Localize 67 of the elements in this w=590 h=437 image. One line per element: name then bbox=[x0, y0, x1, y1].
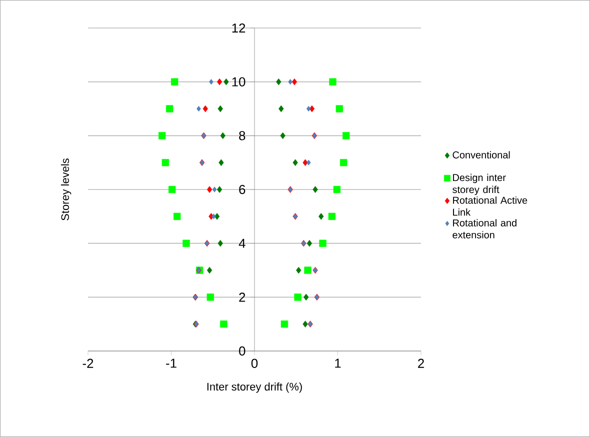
point bbox=[280, 132, 286, 140]
point bbox=[280, 320, 288, 328]
legend-label: Rotational and extension bbox=[452, 219, 516, 238]
point bbox=[278, 105, 284, 112]
point bbox=[319, 240, 326, 247]
point bbox=[292, 78, 298, 86]
point bbox=[306, 106, 311, 112]
x-axis-title: Inter storey drift (%) bbox=[207, 382, 302, 393]
point bbox=[220, 132, 226, 140]
point bbox=[209, 79, 214, 85]
point bbox=[212, 186, 217, 192]
y-tick-label: 6 bbox=[239, 184, 246, 194]
point bbox=[218, 240, 223, 247]
point bbox=[342, 132, 350, 140]
point bbox=[276, 78, 282, 86]
legend-label: Rotational Active Link bbox=[453, 196, 528, 216]
point bbox=[170, 78, 178, 86]
point bbox=[304, 266, 312, 274]
point bbox=[336, 105, 344, 112]
point bbox=[288, 79, 292, 85]
y-tick-label: 2 bbox=[239, 292, 246, 302]
y-axis-title: Storey levels bbox=[60, 158, 72, 220]
point bbox=[292, 159, 298, 166]
point bbox=[168, 186, 176, 194]
point bbox=[318, 213, 324, 220]
point bbox=[158, 132, 166, 140]
point bbox=[206, 186, 212, 193]
point bbox=[296, 266, 302, 274]
y-tick-label: 0 bbox=[239, 346, 246, 356]
point bbox=[202, 105, 208, 112]
point bbox=[218, 105, 223, 112]
point bbox=[182, 240, 190, 247]
point bbox=[218, 159, 224, 166]
point bbox=[328, 212, 336, 220]
x-tick-label: -1 bbox=[166, 358, 176, 368]
point bbox=[206, 294, 214, 301]
y-tick-label: 4 bbox=[238, 238, 246, 248]
point bbox=[312, 186, 318, 193]
point bbox=[212, 214, 216, 220]
legend-label: Design inter storey drift bbox=[452, 174, 506, 196]
x-tick-label: 1 bbox=[335, 358, 341, 368]
point bbox=[306, 240, 312, 247]
legend-label: Conventional bbox=[452, 151, 510, 158]
y-tick-label: 8 bbox=[239, 131, 246, 140]
point bbox=[216, 78, 222, 86]
point bbox=[173, 212, 181, 220]
point bbox=[302, 320, 308, 328]
point bbox=[162, 158, 170, 166]
x-tick-label: -2 bbox=[82, 358, 94, 368]
y-tick-label: 10 bbox=[232, 77, 246, 86]
point bbox=[340, 158, 348, 166]
point bbox=[306, 160, 311, 166]
x-tick-label: 2 bbox=[418, 358, 424, 368]
point bbox=[302, 159, 308, 166]
point bbox=[333, 186, 341, 194]
point bbox=[216, 186, 222, 193]
point bbox=[294, 294, 302, 301]
point bbox=[220, 320, 228, 328]
point bbox=[206, 266, 212, 274]
point bbox=[166, 105, 174, 112]
point bbox=[329, 78, 336, 86]
point bbox=[309, 105, 315, 112]
point bbox=[224, 78, 229, 86]
y-tick-label: 12 bbox=[232, 23, 246, 33]
x-tick-label: 0 bbox=[251, 358, 258, 368]
point bbox=[214, 213, 220, 220]
point bbox=[304, 294, 309, 301]
